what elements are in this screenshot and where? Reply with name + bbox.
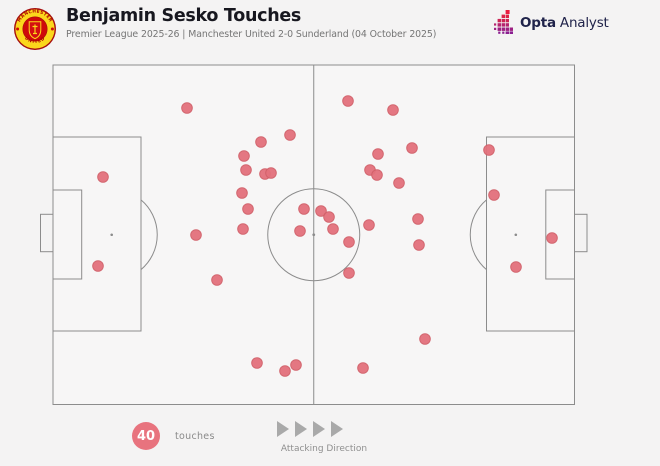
centre-spot	[312, 233, 316, 237]
touch-point	[298, 203, 310, 215]
attacking-direction-arrows	[277, 421, 343, 437]
touch-point	[255, 136, 267, 148]
centre-circle	[267, 188, 361, 282]
touch-point	[372, 148, 384, 160]
left-penalty-spot	[110, 233, 113, 237]
arrow-right-icon	[313, 421, 325, 437]
touch-point	[343, 236, 355, 248]
touches-count: 40	[136, 428, 156, 444]
page-title: Benjamin Sesko Touches	[66, 6, 302, 26]
manchester-united-crest: MANCHESTER UNITED	[14, 8, 56, 50]
touch-point	[211, 274, 223, 286]
touch-point	[237, 223, 249, 235]
header-titles: Benjamin Sesko Touches Premier League 20…	[66, 6, 436, 40]
touch-point	[327, 223, 339, 235]
touch-point	[279, 365, 291, 377]
right-penalty-spot	[514, 233, 518, 237]
opta-analyst-logo: Opta Analyst	[493, 10, 609, 36]
touch-point	[488, 189, 500, 201]
touch-point	[357, 362, 369, 374]
touch-point	[294, 225, 306, 237]
touch-point	[315, 205, 327, 217]
attacking-direction-label: Attacking Direction	[280, 444, 368, 454]
touch-point	[251, 357, 263, 369]
touch-point	[363, 219, 375, 231]
touch-point	[546, 232, 558, 244]
page-subtitle: Premier League 2025-26 | Manchester Unit…	[66, 29, 437, 40]
touch-point	[240, 164, 252, 176]
touch-point	[236, 187, 248, 199]
right-goal	[574, 213, 588, 253]
touch-point	[343, 267, 355, 279]
touch-point	[371, 169, 383, 181]
touch-point	[342, 95, 354, 107]
arrow-right-icon	[331, 421, 343, 437]
touch-point	[419, 333, 431, 345]
touch-point	[290, 359, 302, 371]
touches-count-badge: 40	[132, 422, 160, 450]
touch-points	[92, 95, 558, 377]
touches-label: touches	[175, 431, 215, 442]
touch-point	[238, 150, 250, 162]
touch-point	[387, 104, 399, 116]
touch-point	[406, 142, 418, 154]
touch-point	[265, 167, 277, 179]
touch-point	[242, 203, 254, 215]
analyst-wordmark: Analyst	[559, 15, 609, 31]
left-penalty-arc	[140, 199, 158, 270]
opta-bars-icon	[494, 10, 513, 34]
crest-right-rose	[50, 27, 54, 31]
touch-point	[483, 144, 495, 156]
touch-point	[190, 229, 202, 241]
crest-devil-mark	[32, 24, 38, 35]
touch-point	[92, 260, 104, 272]
crest-bottom-text: UNITED	[23, 35, 47, 45]
opta-wordmark: Opta	[520, 15, 556, 31]
left-goal	[40, 213, 54, 253]
touch-point	[284, 129, 296, 141]
touch-point	[510, 261, 522, 273]
touch-point	[181, 102, 193, 114]
touch-point	[413, 239, 425, 251]
arrow-right-icon	[295, 421, 307, 437]
arrow-right-icon	[277, 421, 289, 437]
touch-point	[97, 171, 109, 183]
touch-point	[412, 213, 424, 225]
touch-point	[323, 211, 335, 223]
crest-left-rose	[16, 27, 20, 31]
touch-point	[393, 177, 405, 189]
right-penalty-arc	[469, 199, 487, 270]
